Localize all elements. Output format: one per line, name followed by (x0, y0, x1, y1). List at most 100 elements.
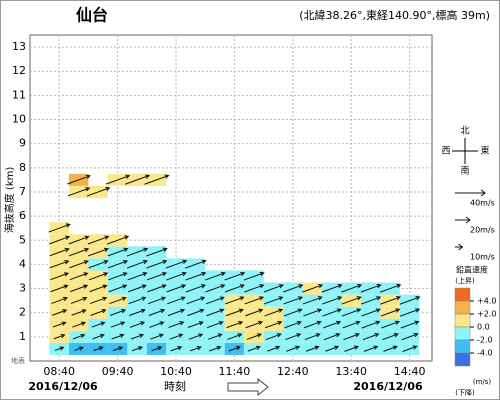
wind-arrow (146, 247, 168, 257)
compass-west: 西 (441, 146, 450, 157)
wind-arrow (167, 308, 186, 317)
compass-cross (452, 138, 478, 164)
wind-arrow (107, 259, 129, 269)
time-arrow (227, 377, 269, 397)
wind-arrow (224, 284, 245, 293)
wind-arrow (67, 174, 91, 185)
y-tick-label: 11 (12, 88, 26, 101)
vv-legend-down: (下降) (455, 388, 475, 397)
wind-arrow (190, 346, 202, 352)
wind-arrow (267, 345, 281, 352)
x-axis-label: 時刻 (164, 379, 186, 393)
wind-arrow (209, 345, 222, 352)
wind-arrow (341, 308, 362, 317)
wind-arrow (67, 187, 91, 197)
wind-arrow (400, 320, 420, 329)
vv-legend-swatch (454, 352, 471, 367)
wind-arrow (305, 345, 320, 352)
wind-arrow (108, 284, 128, 293)
wind-arrow (244, 284, 265, 293)
wind-arrow (225, 296, 245, 305)
wind-arrow (49, 235, 71, 245)
wind-arrow (165, 271, 187, 281)
wind-arrow (383, 345, 398, 352)
wind-arrow (144, 174, 170, 185)
wind-arrow (128, 284, 147, 293)
wind-arrow (70, 284, 89, 293)
vv-legend-up: (上昇) (455, 276, 475, 285)
wind-arrow (286, 345, 301, 352)
wind-arrow (126, 247, 149, 257)
wind-arrow (89, 296, 108, 305)
wind-arrow (283, 308, 303, 317)
wind-arrow (49, 247, 70, 257)
wind-arrow (74, 346, 84, 351)
wind-arrow (168, 321, 185, 328)
wind-arrow (147, 296, 167, 305)
wind-arrow (302, 283, 324, 293)
y-tick-label: 10 (12, 113, 26, 126)
x-tick-label: 12:40 (277, 365, 309, 378)
x-tick-label: 11:40 (219, 365, 251, 378)
wind-arrow (69, 272, 89, 281)
wind-arrow (205, 296, 225, 305)
compass-south: 南 (460, 165, 469, 177)
wind-arrow (264, 296, 284, 305)
date-start: 2016/12/06 (28, 380, 98, 393)
wind-arrow (263, 284, 284, 293)
wind-arrow (379, 283, 402, 293)
wind-arrow (68, 247, 90, 257)
wind-arrow (50, 272, 70, 281)
wind-arrow (323, 320, 342, 329)
speed-legend-label: 20m/s (470, 226, 495, 235)
wind-arrow (284, 320, 302, 329)
wind-arrow (204, 271, 226, 281)
wind-arrow (380, 296, 402, 305)
wind-arrow (112, 346, 124, 352)
wind-arrow (205, 284, 226, 293)
wind-arrow (360, 283, 382, 293)
x-tick-label: 09:40 (102, 365, 134, 378)
wind-arrow (124, 174, 151, 185)
wind-arrow (245, 308, 264, 317)
wind-arrow (146, 272, 168, 281)
wind-arrow (265, 333, 282, 341)
wind-arrow (147, 284, 167, 293)
wind-arrow (169, 333, 184, 340)
y-tick-label: 7 (19, 185, 26, 198)
wind-arrow (127, 272, 148, 281)
wind-arrow (188, 333, 204, 340)
speed-legend-arrow (455, 189, 486, 197)
y-axis-label: 海抜高度 (km) (3, 167, 16, 234)
y-tick-label: 8 (19, 161, 26, 174)
wind-arrow (362, 333, 380, 341)
wind-arrow (187, 308, 205, 317)
speed-legend-label: 40m/s (470, 199, 495, 208)
wind-arrow (68, 235, 90, 245)
wind-arrow (185, 271, 207, 281)
y-tick-label: 13 (12, 40, 26, 53)
wind-arrow (187, 321, 204, 328)
wind-arrow (243, 271, 265, 281)
wind-arrow (53, 333, 66, 340)
y-tick-label: 12 (12, 64, 26, 77)
wind-arrow (131, 346, 144, 352)
wind-arrow (303, 308, 323, 317)
wind-arrow (342, 320, 361, 329)
x-tick-label: 13:40 (335, 365, 367, 378)
wind-arrow (283, 296, 304, 305)
wind-arrow (402, 345, 418, 352)
wind-arrow (87, 235, 110, 245)
wind-arrow (302, 296, 323, 305)
wind-arrow (52, 321, 67, 328)
wind-arrow (341, 296, 362, 305)
speed-legend-arrow (455, 216, 471, 224)
wind-arrow (343, 333, 360, 341)
y-tick-label: 4 (19, 257, 26, 270)
wind-arrow (149, 321, 165, 328)
wind-arrow (245, 320, 264, 329)
wind-arrow (285, 333, 302, 341)
y-tick-label: 5 (19, 233, 26, 246)
wind-arrow (51, 309, 68, 316)
